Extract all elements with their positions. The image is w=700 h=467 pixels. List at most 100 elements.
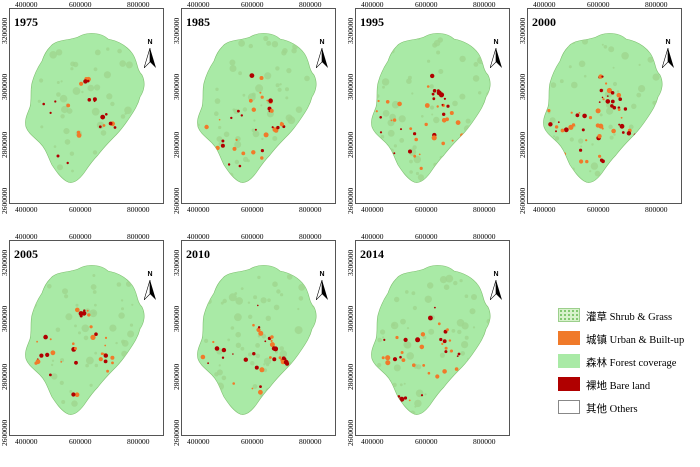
x-tick-label: 400000 <box>15 205 38 214</box>
y-tick-label: 3000000 <box>172 73 181 100</box>
legend-label-bare-land: 裸地 Bare land <box>586 381 651 392</box>
x-tick-label: 400000 <box>187 205 210 214</box>
x-tick-label: 400000 <box>15 437 38 446</box>
y-tick-label: 3000000 <box>346 305 355 332</box>
x-tick-label: 400000 <box>15 0 38 9</box>
year-label: 1995 <box>360 15 384 29</box>
x-tick-label: 800000 <box>127 0 150 9</box>
legend-label-forest: 森林 Forest coverage <box>586 358 677 369</box>
legend-swatch-bare-land <box>558 377 580 391</box>
x-tick-label: 600000 <box>69 232 92 241</box>
legend-label-others: 其他 Others <box>586 404 638 415</box>
x-tick-label: 800000 <box>473 205 496 214</box>
x-tick-label: 800000 <box>473 232 496 241</box>
map-panel-2014: 400000 600000 800000 400000 600000 800000 3200… <box>346 232 512 446</box>
y-tick-label: 3200000 <box>172 249 181 276</box>
x-tick-label: 600000 <box>241 205 264 214</box>
province-outline <box>543 33 663 183</box>
x-tick-label: 800000 <box>299 0 322 9</box>
x-tick-label: 800000 <box>645 0 668 9</box>
map-panel-1995: 400000 600000 800000 400000 600000 800000 3200… <box>346 0 512 214</box>
year-label: 1975 <box>14 15 38 29</box>
x-tick-label: 400000 <box>533 205 556 214</box>
x-tick-label: 800000 <box>127 437 150 446</box>
land-cover-map <box>371 33 491 183</box>
x-tick-label: 400000 <box>187 437 210 446</box>
y-tick-label: 3000000 <box>0 73 9 100</box>
y-tick-label: 2800000 <box>0 131 9 158</box>
legend-item-shrub-grass: 灌草 Shrub & Grass <box>558 306 693 329</box>
north-arrow-icon: N <box>143 271 157 301</box>
map-frame: 2014 N <box>355 240 510 436</box>
legend-item-others: 其他 Others <box>558 398 693 421</box>
y-tick-label: 3200000 <box>172 17 181 44</box>
y-tick-label: 3000000 <box>172 305 181 332</box>
province-outline <box>25 33 145 183</box>
legend: 灌草 Shrub & Grass 城镇 Urban & Built-up 森林 … <box>558 306 693 421</box>
x-tick-label: 400000 <box>361 232 384 241</box>
x-tick-label: 400000 <box>187 0 210 9</box>
land-cover-map <box>371 265 491 415</box>
map-panel-2000: 400000 600000 800000 400000 600000 800000 3200… <box>518 0 684 214</box>
map-frame: 2000 N <box>527 8 682 204</box>
land-cover-map <box>25 265 145 415</box>
legend-swatch-urban <box>558 331 580 345</box>
north-arrow-icon: N <box>315 39 329 69</box>
north-arrow-icon: N <box>315 271 329 301</box>
x-tick-label: 800000 <box>127 232 150 241</box>
map-panel-1975: 400000 600000 800000 400000 600000 800000 3200… <box>0 0 166 214</box>
y-tick-label: 2800000 <box>172 363 181 390</box>
land-cover-map <box>543 33 663 183</box>
y-tick-label: 2600000 <box>346 419 355 446</box>
x-tick-label: 400000 <box>361 205 384 214</box>
x-tick-label: 800000 <box>645 205 668 214</box>
y-tick-label: 2600000 <box>0 187 9 214</box>
year-label: 2014 <box>360 247 384 261</box>
map-panel-1985: 400000 600000 800000 400000 600000 800000 3200… <box>172 0 338 214</box>
legend-swatch-others <box>558 400 580 414</box>
y-tick-label: 3200000 <box>0 17 9 44</box>
north-arrow-icon: N <box>489 39 503 69</box>
map-frame: 1995 N <box>355 8 510 204</box>
map-panel-2010: 400000 600000 800000 400000 600000 800000 3200… <box>172 232 338 446</box>
y-tick-label: 2600000 <box>0 419 9 446</box>
north-arrow-icon: N <box>489 271 503 301</box>
legend-swatch-forest <box>558 354 580 368</box>
y-tick-label: 2600000 <box>172 187 181 214</box>
x-tick-label: 600000 <box>587 205 610 214</box>
year-label: 1985 <box>186 15 210 29</box>
y-tick-label: 2800000 <box>346 363 355 390</box>
x-tick-label: 600000 <box>241 0 264 9</box>
y-tick-label: 2600000 <box>172 419 181 446</box>
x-tick-label: 400000 <box>533 0 556 9</box>
x-tick-label: 600000 <box>415 205 438 214</box>
y-tick-label: 2800000 <box>0 363 9 390</box>
x-tick-label: 600000 <box>69 0 92 9</box>
y-tick-label: 3200000 <box>346 17 355 44</box>
y-tick-label: 3000000 <box>346 73 355 100</box>
legend-label-urban: 城镇 Urban & Built-up <box>586 335 685 346</box>
land-cover-map <box>197 265 317 415</box>
legend-item-urban: 城镇 Urban & Built-up <box>558 329 693 352</box>
y-tick-label: 3200000 <box>346 249 355 276</box>
x-tick-label: 600000 <box>415 437 438 446</box>
y-tick-label: 2800000 <box>172 131 181 158</box>
x-tick-label: 600000 <box>415 232 438 241</box>
province-outline <box>371 265 491 415</box>
legend-label-shrub-grass: 灌草 Shrub & Grass <box>586 312 673 323</box>
x-tick-label: 800000 <box>299 205 322 214</box>
x-tick-label: 800000 <box>473 437 496 446</box>
y-tick-label: 3200000 <box>518 17 527 44</box>
x-tick-label: 600000 <box>241 437 264 446</box>
legend-item-bare-land: 裸地 Bare land <box>558 375 693 398</box>
map-frame: 2010 N <box>181 240 336 436</box>
map-frame: 1975 N <box>9 8 164 204</box>
y-tick-label: 2800000 <box>518 131 527 158</box>
x-tick-label: 400000 <box>361 437 384 446</box>
map-frame: 1985 N <box>181 8 336 204</box>
y-tick-label: 3000000 <box>518 73 527 100</box>
legend-item-forest: 森林 Forest coverage <box>558 352 693 375</box>
year-label: 2000 <box>532 15 556 29</box>
x-tick-label: 400000 <box>15 232 38 241</box>
land-cover-map <box>197 33 317 183</box>
